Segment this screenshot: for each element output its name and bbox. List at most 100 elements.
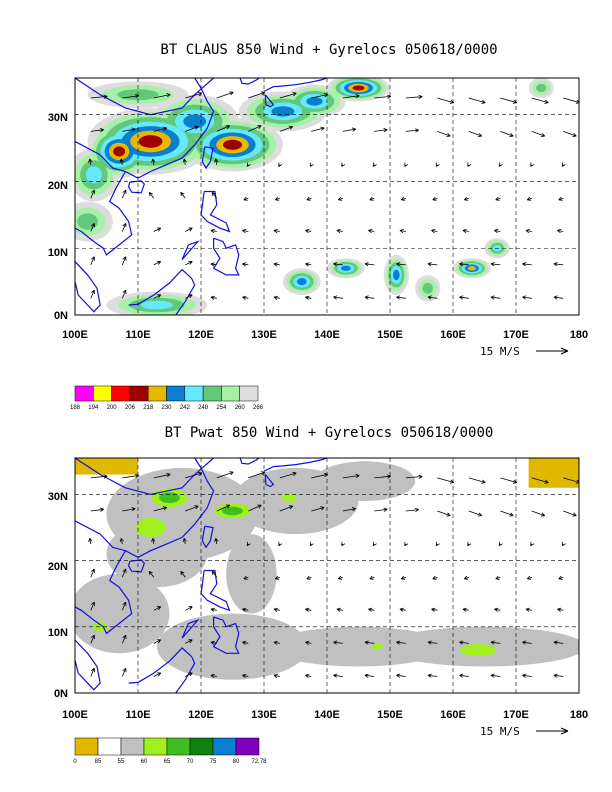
coastline-segment xyxy=(239,78,260,85)
wind-arrow xyxy=(90,189,95,199)
wind-arrow xyxy=(557,607,564,612)
colorbar: 188 194 200 206 218 230 242 248 254 260 266 xyxy=(70,385,264,411)
wind-arrow xyxy=(180,570,186,578)
wind-arrow xyxy=(427,673,438,678)
wind-arrow xyxy=(368,228,375,234)
y-tick-label: 20N xyxy=(48,561,68,573)
colorbar-swatch xyxy=(143,737,168,756)
wind-arrow xyxy=(216,125,231,132)
wind-arrow xyxy=(468,97,486,104)
colorbar-label: 248 xyxy=(198,405,209,411)
wind-arrow xyxy=(432,575,438,580)
wind-arrow xyxy=(279,471,297,479)
wind-arrow xyxy=(210,295,217,300)
wind-arrow xyxy=(336,607,343,612)
wind-arrow xyxy=(248,125,262,132)
wind-arrow xyxy=(242,262,249,267)
wind-arrow xyxy=(522,640,532,645)
wind-arrow xyxy=(374,474,392,479)
wind-arrow xyxy=(374,507,388,512)
wind-arrow xyxy=(432,196,438,201)
x-tick-label: 140E xyxy=(314,329,340,341)
wind-arrow xyxy=(216,471,234,479)
wind-arrow xyxy=(119,537,124,545)
wind-arrow xyxy=(153,126,168,132)
coastline-segment xyxy=(264,474,275,488)
x-tick-label: 120E xyxy=(188,329,214,341)
field-contour xyxy=(135,517,166,538)
colorbar-swatch xyxy=(202,385,222,402)
field-contour xyxy=(222,139,243,150)
panel-title: BT CLAUS 850 Wind + Gyrelocs 050618/0000 xyxy=(160,42,497,58)
wind-arrow xyxy=(463,575,469,580)
coastline-segment xyxy=(75,78,214,116)
x-tick-label: 100E xyxy=(62,329,88,341)
wind-arrow xyxy=(459,640,469,645)
wind-arrow xyxy=(151,158,156,165)
coastline-segment xyxy=(239,458,260,465)
wind-arrow xyxy=(405,507,420,513)
wind-arrow xyxy=(531,477,549,484)
wind-arrow xyxy=(274,196,280,201)
wind-arrow xyxy=(274,575,280,580)
wind-arrow xyxy=(153,227,162,232)
wind-arrow xyxy=(495,196,501,201)
wind-arrow xyxy=(435,541,440,547)
wind-arrow xyxy=(463,196,469,201)
wind-arrow xyxy=(311,473,329,479)
wind-arrow xyxy=(185,639,193,644)
field-patch xyxy=(528,458,579,488)
wind-arrow xyxy=(122,473,140,479)
x-tick-label: 130E xyxy=(251,709,277,721)
wind-arrow xyxy=(153,473,171,479)
x-tick-label: 160E xyxy=(440,329,466,341)
wind-arrow xyxy=(90,256,95,266)
wind-arrow xyxy=(279,505,294,512)
wind-arrow xyxy=(500,97,518,104)
wind-arrow xyxy=(399,228,406,234)
field-contour xyxy=(296,278,307,286)
wind-arrow xyxy=(185,261,193,266)
wind-arrow xyxy=(90,289,95,299)
wind-arrow xyxy=(431,607,438,612)
wind-arrow xyxy=(437,510,451,517)
field-contour xyxy=(226,534,277,614)
wind-arrow xyxy=(404,541,409,547)
wind-arrow xyxy=(119,158,124,165)
wind-vectors xyxy=(88,471,579,679)
wind-arrow xyxy=(333,640,343,645)
colorbar-label: 80 xyxy=(233,759,240,765)
wind-arrow xyxy=(337,575,343,580)
wind-arrow xyxy=(148,191,155,199)
wind-arrow xyxy=(246,162,251,167)
wind-arrow xyxy=(182,158,187,165)
wind-arrow xyxy=(311,93,329,99)
coastline-segment xyxy=(75,458,215,558)
colorbar-label: 55 xyxy=(118,759,125,765)
wind-arrow xyxy=(273,607,280,612)
x-tick-label: 180 xyxy=(570,329,588,341)
x-tick-label: 170E xyxy=(503,329,529,341)
wind-arrow xyxy=(342,94,360,99)
colorbar-label: 230 xyxy=(161,405,172,411)
coastline-segment xyxy=(75,639,101,691)
wind-arrow xyxy=(90,94,108,99)
wind-arrow xyxy=(342,507,357,512)
wind-arrow xyxy=(553,295,564,300)
wind-arrow xyxy=(185,125,199,132)
wind-arrow xyxy=(561,541,566,547)
wind-arrow xyxy=(306,196,312,201)
wind-arrow xyxy=(369,196,375,201)
wind-arrow xyxy=(530,541,535,547)
y-tick-label: 0N xyxy=(54,310,68,322)
field-contour xyxy=(281,493,297,503)
coastline-segment xyxy=(75,458,214,496)
wind-arrow xyxy=(90,222,95,232)
wind-arrow xyxy=(400,575,406,580)
precipitable-water-field xyxy=(75,458,579,693)
wind-arrow xyxy=(273,673,280,679)
wind-arrow xyxy=(467,541,472,547)
wind-arrow xyxy=(531,131,546,137)
x-axis: 100E 110E 120E 130E 140E 150E 160E 170E … xyxy=(62,709,588,721)
